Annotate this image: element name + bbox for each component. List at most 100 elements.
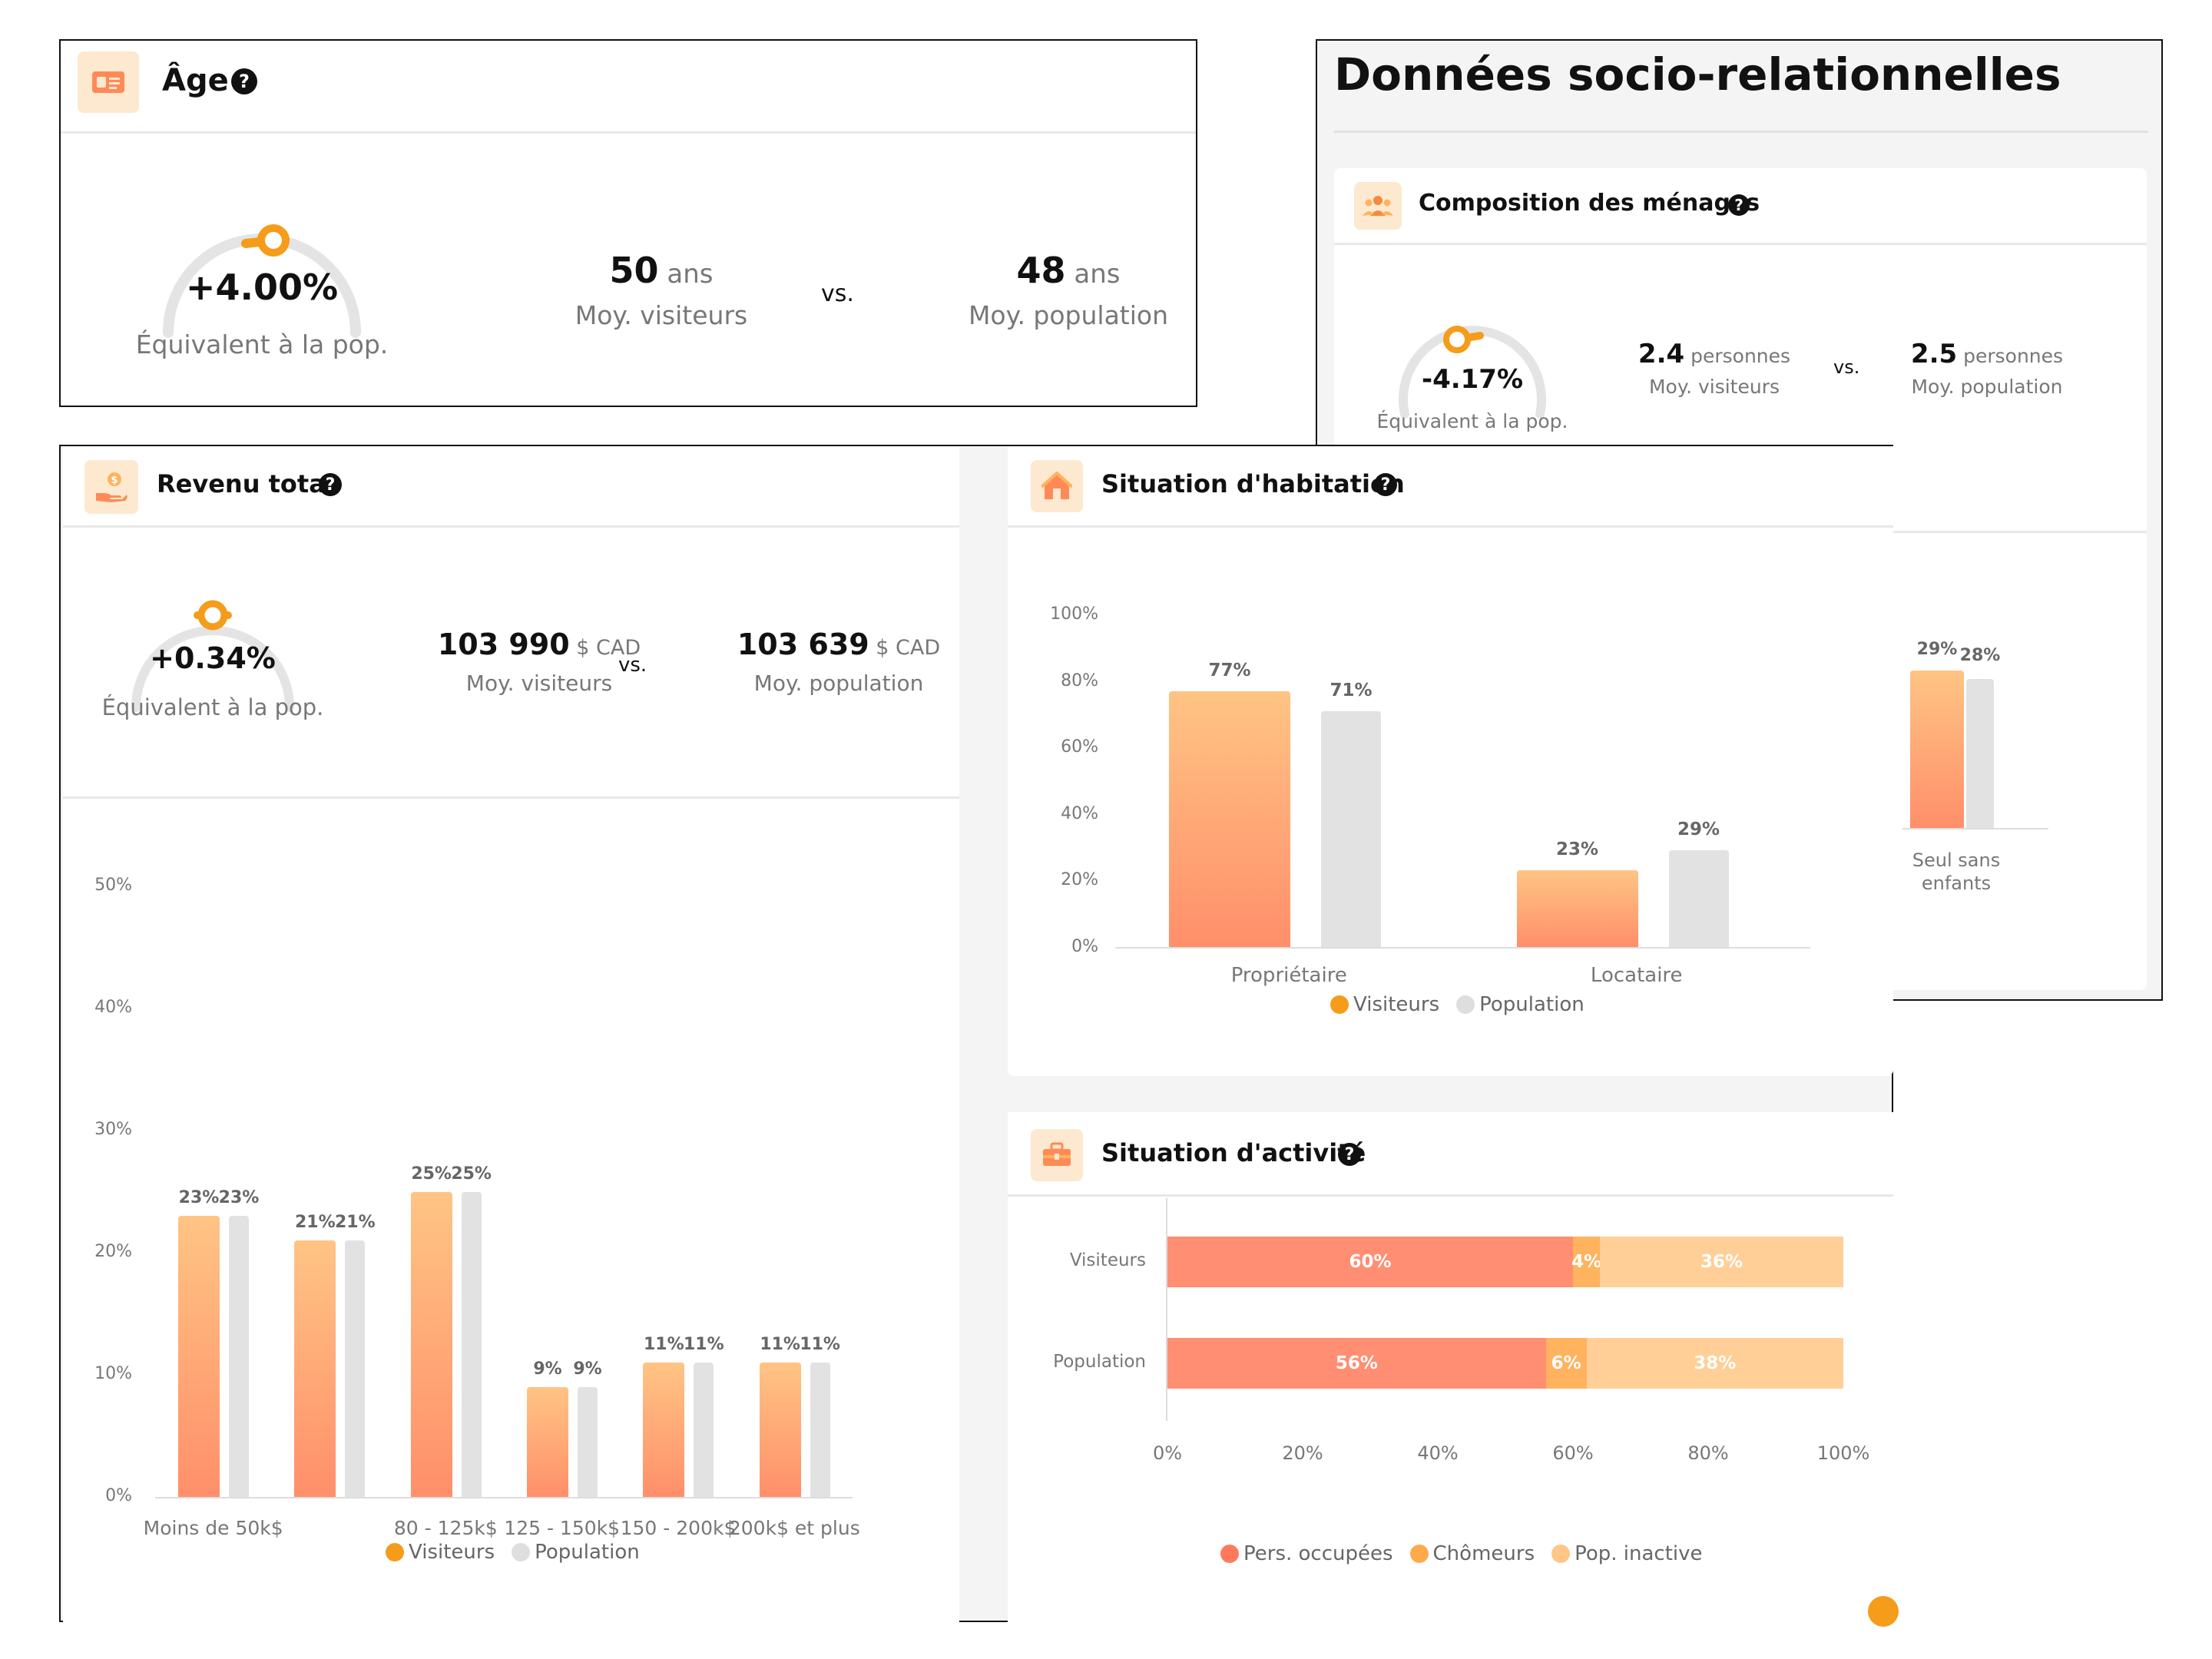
legend-visitors-label: Visiteurs — [1353, 993, 1440, 1016]
revenu-card: $ Revenu total ? +0.34% Équivalent à la … — [63, 446, 959, 1622]
socio-divider — [1334, 131, 2148, 133]
y-tick-label: 10% — [94, 1364, 132, 1383]
revenu-gauge-value: +0.34% — [150, 641, 276, 675]
revenu-gauge-sub: Équivalent à la pop. — [101, 694, 324, 720]
bar-label-population: 9% — [573, 1359, 602, 1379]
age-pop-value: 48 ans — [1016, 250, 1121, 291]
x-tick-label: 100% — [1816, 1442, 1870, 1464]
corner-accent — [1868, 1596, 1899, 1627]
age-title: Âge — [162, 63, 229, 98]
legend-inactive-label: Pop. inactive — [1575, 1542, 1703, 1565]
y-category-label: Visiteurs — [1069, 1250, 1146, 1270]
partial-bar-label-population: 28% — [1959, 646, 2001, 665]
x-axis-line — [155, 1497, 853, 1498]
house-icon — [1031, 460, 1083, 512]
revenu-gauge — [131, 600, 294, 712]
bar-population — [229, 1216, 249, 1497]
activite-legend: Pers. occupées Chômeurs Pop. inactive — [1220, 1542, 1703, 1565]
habitation-help-icon[interactable]: ? — [1374, 473, 1397, 496]
y-tick-label: 80% — [1061, 671, 1098, 690]
age-pop-label: Moy. population — [968, 300, 1169, 330]
legend-visitors-label: Visiteurs — [409, 1541, 495, 1564]
age-panel: Âge ? +4.00% Équivalent à la pop. 50 ans… — [59, 39, 1197, 407]
money-hand-icon: $ — [84, 460, 138, 514]
bar-label-visitors: 25% — [411, 1164, 452, 1184]
bar-visitors — [178, 1216, 220, 1497]
revenu-divider — [63, 796, 959, 799]
bar-population — [461, 1191, 482, 1497]
briefcase-icon — [1031, 1129, 1083, 1181]
composition-vs: vs. — [1833, 356, 1860, 378]
composition-visitors-value: 2.4 personnes — [1637, 339, 1791, 369]
partial-bar-population — [1966, 679, 1994, 828]
x-category-label: Moins de 50k$ — [143, 1517, 283, 1539]
revenu-title: Revenu total — [157, 469, 334, 498]
household-icon — [1354, 182, 1402, 230]
legend-population-dot — [1456, 995, 1475, 1014]
bar-population — [1668, 850, 1729, 947]
y-tick-label: 100% — [1050, 604, 1098, 624]
revenu-legend: Visiteurs Population — [386, 1541, 640, 1564]
y-category-label: Population — [1053, 1352, 1146, 1372]
bar-visitors — [643, 1363, 685, 1497]
y-tick-label: 30% — [94, 1120, 132, 1139]
age-help-icon[interactable]: ? — [231, 68, 257, 94]
bar-label-population: 23% — [218, 1188, 260, 1208]
y-tick-label: 0% — [1071, 937, 1098, 956]
y-tick-label: 60% — [1061, 737, 1098, 757]
x-category-label: Locataire — [1590, 964, 1683, 987]
age-header: Âge ? — [61, 41, 1196, 134]
id-card-icon — [78, 51, 139, 113]
legend-inactive-dot — [1551, 1545, 1571, 1563]
bar-visitors — [1169, 690, 1290, 947]
composition-title: Composition des ménages — [1419, 190, 1760, 217]
legend-population-label: Population — [535, 1541, 640, 1564]
y-tick-label: 0% — [105, 1486, 132, 1505]
y-axis-line — [1166, 1198, 1167, 1421]
x-tick-label: 40% — [1417, 1442, 1459, 1464]
x-tick-label: 0% — [1152, 1442, 1183, 1464]
legend-visitors-dot — [1330, 995, 1349, 1014]
bar-label-visitors: 77% — [1208, 660, 1251, 680]
composition-help-icon[interactable]: ? — [1728, 194, 1750, 216]
revenu-visitors-value: 103 990 $ CAD — [437, 628, 641, 661]
stacked-segment: 36% — [1600, 1237, 1843, 1287]
y-tick-label: 50% — [94, 876, 132, 895]
bar-label-population: 11% — [683, 1335, 724, 1355]
bar-population — [810, 1363, 830, 1497]
bar-label-visitors: 23% — [178, 1188, 220, 1208]
bar-label-visitors: 9% — [533, 1359, 562, 1379]
x-category-label: Propriétaire — [1230, 964, 1347, 987]
composition-visitors-label: Moy. visiteurs — [1648, 376, 1780, 398]
habitation-title: Situation d'habitation — [1101, 469, 1405, 498]
y-tick-label: 40% — [94, 998, 132, 1017]
composition-pop-value: 2.5 personnes — [1910, 339, 2064, 369]
bar-population — [694, 1363, 714, 1497]
stacked-segment: 6% — [1545, 1338, 1587, 1389]
bar-label-population: 25% — [451, 1164, 492, 1184]
bar-label-population: 21% — [334, 1213, 376, 1233]
revenu-vs: vs. — [618, 654, 647, 677]
age-vs: vs. — [821, 280, 854, 307]
activite-help-icon[interactable]: ? — [1338, 1143, 1361, 1166]
bar-population — [1321, 710, 1381, 947]
bar-label-population: 29% — [1677, 820, 1720, 840]
bar-label-visitors: 21% — [294, 1213, 336, 1233]
habitation-header: Situation d'habitation ? — [1008, 446, 1893, 528]
revenu-pop-label: Moy. population — [753, 671, 924, 696]
age-gauge-value: +4.00% — [185, 267, 339, 308]
revenu-help-icon[interactable]: ? — [319, 473, 342, 496]
age-visitors-value: 50 ans — [609, 250, 714, 291]
bar-label-population: 11% — [800, 1335, 840, 1355]
x-category-label: 200k$ et plus — [728, 1517, 860, 1539]
y-tick-label: 20% — [94, 1242, 132, 1261]
bar-label-population: 71% — [1330, 680, 1373, 700]
bar-visitors — [759, 1363, 801, 1497]
x-tick-label: 80% — [1687, 1442, 1729, 1464]
habitation-card: Situation d'habitation ? 0% 20% 40% 60% 80% 1… — [1008, 446, 1893, 1076]
bar-label-visitors: 11% — [643, 1335, 684, 1355]
stacked-segment: 60% — [1167, 1237, 1573, 1287]
composition-header: Composition des ménages ? — [1334, 168, 2147, 245]
bar-population — [345, 1240, 366, 1497]
svg-text:$: $ — [111, 475, 118, 486]
